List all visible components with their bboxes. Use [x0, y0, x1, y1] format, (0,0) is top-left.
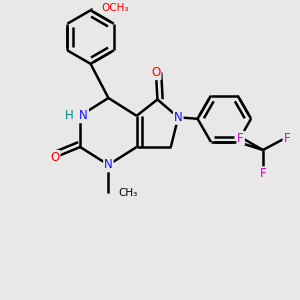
Text: H: H: [64, 109, 73, 122]
Text: O: O: [50, 151, 59, 164]
Text: N: N: [174, 111, 183, 124]
Text: OCH₃: OCH₃: [101, 3, 128, 13]
Text: N: N: [79, 109, 88, 122]
Text: F: F: [284, 132, 290, 145]
Text: F: F: [260, 167, 266, 180]
Text: O: O: [151, 66, 160, 79]
Text: CH₃: CH₃: [119, 188, 138, 198]
Text: F: F: [237, 132, 244, 145]
Text: N: N: [104, 158, 113, 171]
